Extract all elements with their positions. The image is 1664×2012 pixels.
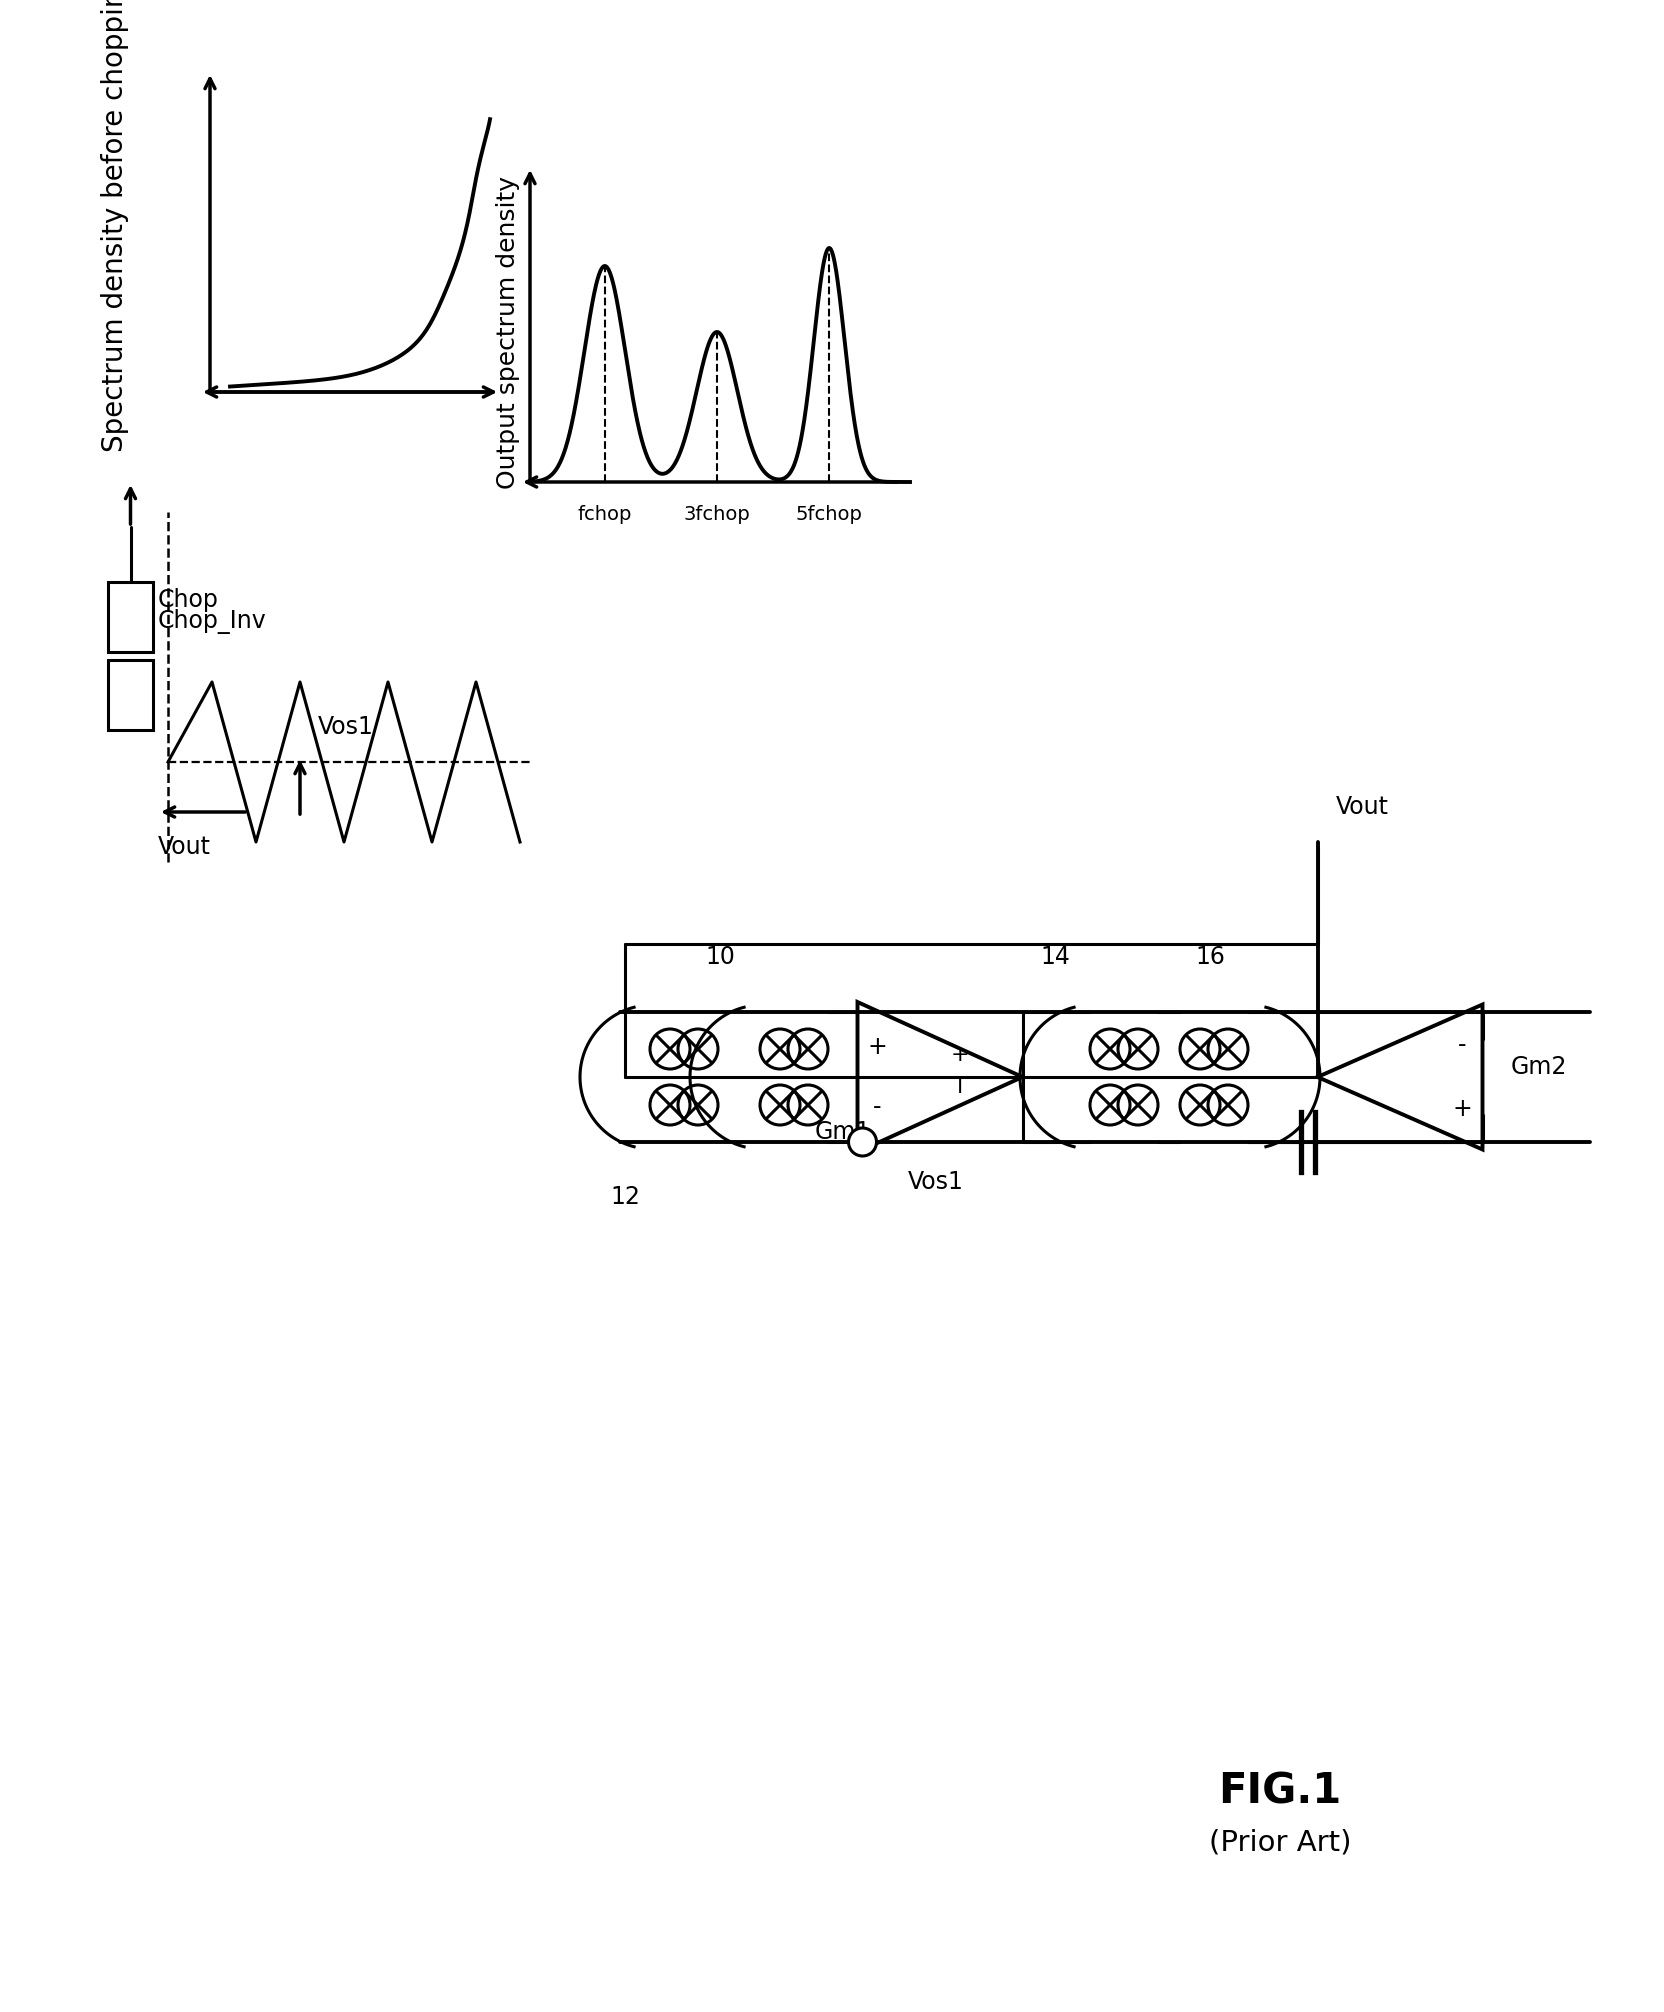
Text: 12: 12 bbox=[611, 1185, 641, 1209]
Text: Output spectrum density: Output spectrum density bbox=[496, 175, 519, 489]
Bar bbox=[108, 581, 153, 652]
Text: +: + bbox=[867, 1034, 887, 1058]
Circle shape bbox=[849, 1129, 877, 1157]
Text: Vos1: Vos1 bbox=[318, 714, 374, 738]
Text: -: - bbox=[1458, 1032, 1466, 1056]
Text: Spectrum density before chopping: Spectrum density before chopping bbox=[102, 0, 130, 453]
Text: +: + bbox=[1453, 1097, 1473, 1121]
Text: 3fchop: 3fchop bbox=[684, 505, 750, 523]
Text: 10: 10 bbox=[706, 946, 735, 970]
Text: FIG.1: FIG.1 bbox=[1218, 1771, 1341, 1813]
Text: Vout: Vout bbox=[1336, 795, 1388, 819]
Text: 16: 16 bbox=[1195, 946, 1225, 970]
Text: Chop: Chop bbox=[158, 588, 220, 612]
Text: +: + bbox=[950, 1044, 970, 1064]
Text: Vout: Vout bbox=[158, 835, 211, 859]
Text: Gm1: Gm1 bbox=[814, 1121, 870, 1145]
Bar bbox=[108, 660, 153, 730]
Text: Gm2: Gm2 bbox=[1511, 1054, 1567, 1078]
Text: l: l bbox=[957, 1076, 963, 1097]
Text: 5fchop: 5fchop bbox=[795, 505, 862, 523]
Text: Chop_Inv: Chop_Inv bbox=[158, 610, 266, 634]
Text: (Prior Art): (Prior Art) bbox=[1208, 1829, 1351, 1855]
Text: fchop: fchop bbox=[577, 505, 632, 523]
Text: Vos1: Vos1 bbox=[907, 1171, 963, 1193]
Text: -: - bbox=[874, 1095, 882, 1119]
Text: 14: 14 bbox=[1040, 946, 1070, 970]
